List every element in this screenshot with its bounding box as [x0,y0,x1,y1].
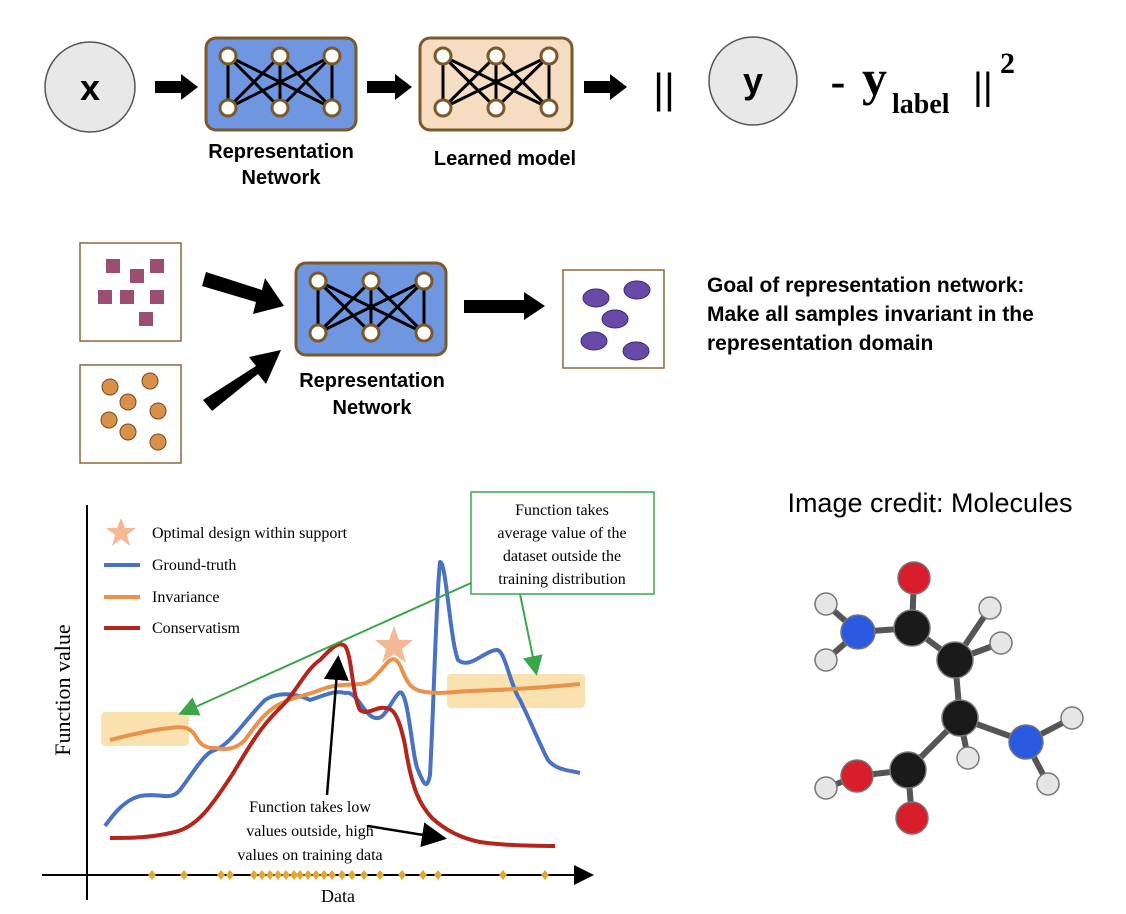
goal-text-line3: representation domain [707,332,933,355]
arrow-x-to-rep [155,74,198,100]
atom-carbon-3 [941,699,979,737]
atom-nitrogen-left [840,614,876,650]
rep-network-label-mid-1: Representation [299,370,445,392]
goal-text-line1: Goal of representation network: [707,274,1024,297]
rep-network-box-mid [294,261,448,357]
atom-hydrogen-3 [978,596,1002,620]
callout-line-2: average value of the [497,525,626,542]
chart-area: Function value Data [42,491,655,906]
legend-label-optimal: Optimal design within support [152,525,348,542]
atom-hydrogen-1 [814,592,838,616]
callout-line-4: training distribution [498,571,626,588]
atom-carbon-2 [936,641,974,679]
y-output-label: y [743,60,763,101]
note-arrow-right [367,822,447,848]
atom-hydrogen-2 [814,648,838,672]
y-label-main: y [862,50,887,106]
atom-hydrogen-6 [1060,706,1084,730]
atom-hydrogen-4 [989,631,1013,655]
learned-model-nodes [433,46,559,118]
norm-open: || [653,65,675,112]
invariance-curve [109,657,581,751]
chart-legend: Optimal design within support Ground-tru… [104,518,348,637]
arrow-rep-to-invariant [464,292,545,320]
x-input-label: x [80,67,100,108]
image-credit: Image credit: Molecules [787,488,1072,518]
conservatism-curve [109,642,556,848]
minus-sign: - [831,57,846,106]
callout-arrow-right [519,593,543,676]
atom-nitrogen-right [1008,724,1044,760]
note-line-3: values on training data [237,847,382,864]
legend-label-conservatism: Conservatism [152,620,241,637]
legend-star-icon [106,518,136,546]
norm-close: || [973,66,993,108]
atom-hydrogen-8 [814,776,838,800]
note-line-2: values outside, high [246,823,374,840]
training-data-markers [148,870,549,880]
square-samples-box [79,242,182,342]
arrow-rep-to-learned [367,74,412,100]
rep-network-label-mid-2: Network [333,397,413,419]
atom-hydrogen-7 [1036,772,1060,796]
atom-oxygen-bottom [895,801,929,835]
invariant-samples-box [562,269,665,369]
atom-carbon-1 [893,609,931,647]
atom-oxygen-left [840,759,874,793]
y-axis-label: Function value [50,624,75,755]
exponent-2: 2 [1000,47,1015,80]
arrow-learned-to-y [584,74,627,100]
x-input-node [44,41,136,133]
arrow-squares-to-rep [202,272,284,314]
rep-network-label-top-1: Representation [208,141,354,163]
note-arrow-up [323,655,349,796]
callout-line-3: dataset outside the [503,548,621,565]
note-line-1: Function takes low [249,799,371,816]
learned-model-box [418,36,574,132]
x-axis-label: Data [321,886,355,906]
rep-network-box-top [204,36,358,132]
average-value-callout: Function takes average value of the data… [470,491,655,595]
rep-network-nodes-top [218,46,342,118]
molecule-illustration [814,561,1084,835]
legend-label-invariance: Invariance [152,589,220,606]
atom-oxygen-top [897,561,931,595]
callout-arrow-left [178,582,472,716]
legend-label-ground-truth: Ground-truth [152,557,236,574]
learned-model-label: Learned model [434,148,576,170]
goal-text-line2: Make all samples invariant in the [707,303,1034,326]
arrow-circles-to-rep [203,350,281,411]
callout-line-1: Function takes [515,502,609,519]
y-label-subscript: label [892,89,950,120]
y-output-node [708,36,798,126]
atom-hydrogen-5 [956,746,980,770]
circle-samples-box [79,364,182,464]
rep-network-label-top-2: Network [242,167,322,189]
atom-carbon-4 [889,751,927,789]
optimal-design-star [375,626,413,663]
